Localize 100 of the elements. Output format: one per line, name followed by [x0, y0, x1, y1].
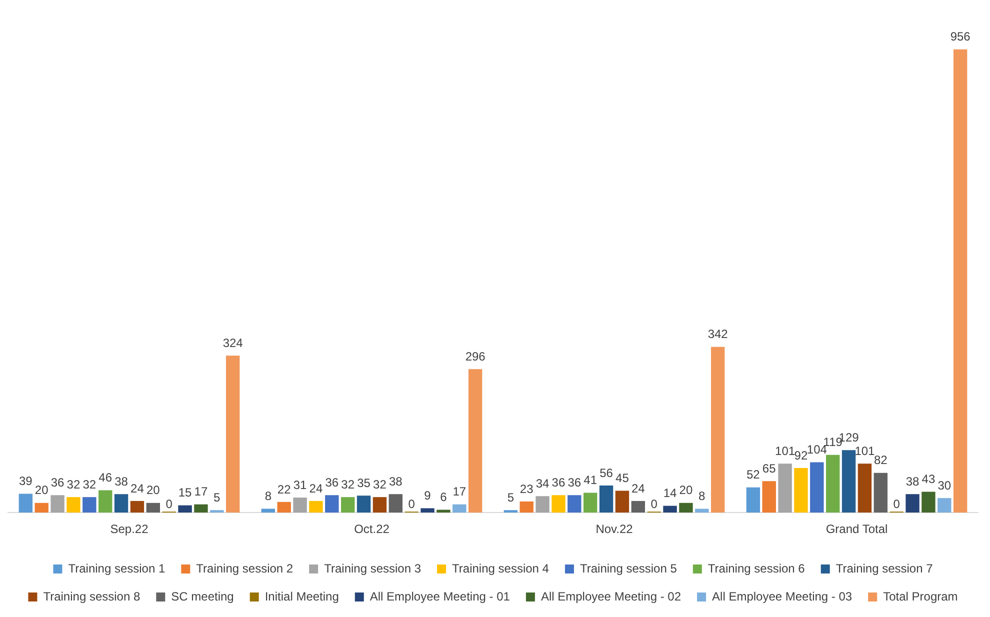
- legend-label: All Employee Meeting - 01: [370, 589, 510, 604]
- bar: [794, 468, 808, 513]
- data-label: 0: [650, 496, 658, 511]
- bar: [293, 498, 307, 513]
- legend-label: Total Program: [883, 589, 958, 604]
- data-label: 20: [146, 483, 160, 498]
- data-label: 34: [536, 476, 550, 490]
- data-label: 43: [922, 472, 936, 486]
- data-label: 35: [357, 476, 371, 490]
- data-label: 39: [18, 474, 33, 488]
- data-label: 41: [584, 473, 598, 488]
- data-label: 342: [708, 327, 728, 342]
- data-label: 38: [388, 474, 403, 488]
- bar: [953, 49, 968, 513]
- data-label: 31: [293, 478, 308, 492]
- data-label: 24: [130, 481, 144, 496]
- data-label: 82: [874, 453, 888, 468]
- data-label: 56: [600, 466, 614, 480]
- bar: [261, 508, 276, 513]
- legend-label: All Employee Meeting - 02: [540, 589, 682, 604]
- bar: [66, 497, 80, 513]
- data-label: 8: [698, 489, 706, 504]
- legend-label: Training session 6: [708, 561, 806, 576]
- bar: [842, 450, 856, 513]
- data-label: 14: [663, 486, 678, 500]
- data-label: 46: [98, 470, 112, 485]
- bar: [746, 487, 760, 513]
- bar: [178, 505, 192, 513]
- bar: [826, 454, 840, 513]
- bar: [568, 495, 582, 513]
- bar: [18, 494, 33, 513]
- bar: [388, 494, 403, 513]
- data-label: 22: [277, 482, 292, 496]
- data-label: 36: [325, 475, 339, 490]
- bar: [663, 506, 677, 513]
- bar: [436, 510, 450, 513]
- data-label: 956: [950, 30, 971, 44]
- data-label: 32: [82, 477, 96, 492]
- legend-label: SC meeting: [171, 589, 234, 604]
- bar: [210, 510, 224, 513]
- data-label: 32: [373, 477, 387, 492]
- data-label: 17: [452, 484, 466, 499]
- bar: [325, 495, 339, 513]
- bar: [34, 502, 48, 513]
- data-label: 36: [568, 475, 582, 490]
- data-label: 38: [906, 474, 920, 488]
- bar: [679, 502, 693, 513]
- bar: [778, 464, 792, 513]
- data-label: 324: [222, 336, 244, 350]
- bar: [552, 495, 566, 513]
- legend-label: Initial Meeting: [264, 589, 339, 604]
- legend-label: All Employee Meeting - 03: [712, 589, 852, 604]
- bar: [858, 464, 872, 513]
- bar: [906, 494, 920, 513]
- legend-label: Training session 5: [580, 561, 678, 576]
- legend-label: Training session 7: [836, 561, 934, 576]
- data-label: 5: [214, 490, 221, 504]
- bar: [938, 498, 952, 513]
- bar: [599, 485, 614, 513]
- data-label: 104: [806, 442, 828, 457]
- bar: [146, 502, 160, 513]
- bar: [504, 510, 518, 513]
- bar: [340, 497, 355, 513]
- bar: [50, 495, 64, 513]
- data-label: 92: [794, 448, 808, 462]
- bar: [615, 490, 630, 513]
- data-label: 52: [746, 468, 760, 482]
- bar: [922, 492, 936, 513]
- bar: [82, 497, 96, 513]
- bar: [874, 472, 888, 513]
- data-label: 101: [854, 444, 876, 458]
- x-tick-label: Sep.22: [110, 522, 149, 536]
- bar: [520, 501, 534, 513]
- data-label: 15: [178, 486, 192, 500]
- bar: [631, 500, 646, 513]
- data-label: 0: [408, 496, 416, 511]
- bar: [420, 508, 434, 513]
- data-label: 32: [341, 477, 355, 492]
- bar: [130, 500, 144, 513]
- data-label: 0: [166, 496, 173, 511]
- legend-label: Training session 4: [452, 561, 550, 576]
- data-label: 30: [938, 478, 952, 492]
- data-label: 20: [679, 483, 693, 498]
- bar: [194, 504, 208, 513]
- data-label: 24: [631, 481, 646, 496]
- bar: [98, 490, 112, 513]
- data-label: 17: [194, 484, 208, 499]
- bar: [762, 481, 776, 513]
- data-label: 24: [309, 481, 323, 496]
- data-label: 9: [424, 488, 432, 503]
- data-label: 45: [616, 471, 630, 486]
- bar: [536, 496, 550, 513]
- bar: [583, 492, 598, 513]
- bar: [226, 356, 240, 513]
- data-label: 65: [762, 461, 776, 476]
- x-tick-label: Grand Total: [826, 522, 888, 536]
- legend-label: Training session 3: [324, 561, 422, 576]
- data-label: 23: [520, 482, 534, 496]
- bar: [309, 500, 323, 513]
- legend-label: Training session 2: [196, 561, 294, 576]
